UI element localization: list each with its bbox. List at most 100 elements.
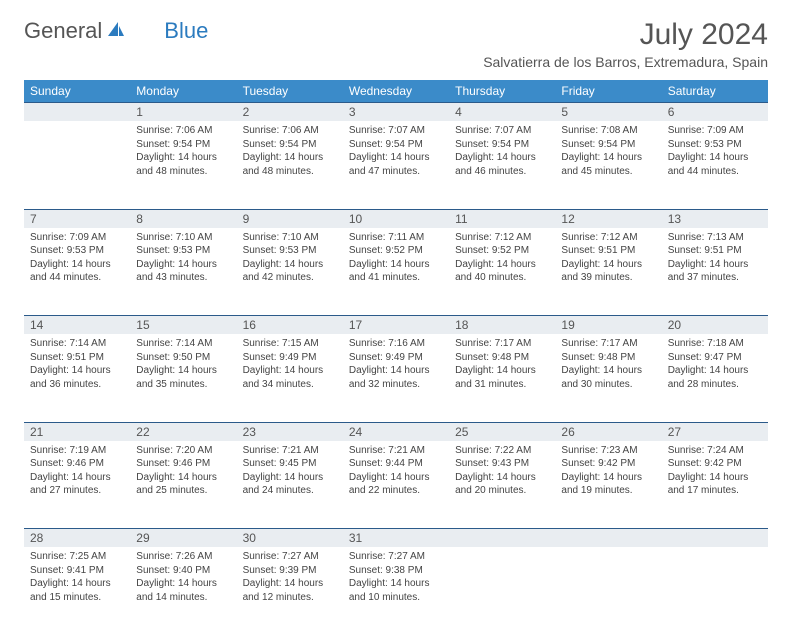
day-number: 6 bbox=[662, 103, 768, 122]
day-detail-line: Sunrise: 7:26 AM bbox=[136, 550, 230, 564]
day-detail-line: Sunrise: 7:27 AM bbox=[349, 550, 443, 564]
calendar-body: 123456Sunrise: 7:06 AMSunset: 9:54 PMDay… bbox=[24, 103, 768, 635]
day-cell: Sunrise: 7:07 AMSunset: 9:54 PMDaylight:… bbox=[343, 121, 449, 209]
day-details: Sunrise: 7:11 AMSunset: 9:52 PMDaylight:… bbox=[343, 228, 449, 291]
day-detail-line: Daylight: 14 hours bbox=[243, 151, 337, 165]
daynum-row: 21222324252627 bbox=[24, 422, 768, 441]
day-details: Sunrise: 7:17 AMSunset: 9:48 PMDaylight:… bbox=[555, 334, 661, 397]
day-cell: Sunrise: 7:09 AMSunset: 9:53 PMDaylight:… bbox=[662, 121, 768, 209]
day-detail-line: and 25 minutes. bbox=[136, 484, 230, 498]
day-detail-line: Sunrise: 7:10 AM bbox=[243, 231, 337, 245]
day-number bbox=[662, 529, 768, 548]
day-number: 23 bbox=[237, 422, 343, 441]
day-detail-line: and 44 minutes. bbox=[668, 165, 762, 179]
day-number: 30 bbox=[237, 529, 343, 548]
col-saturday: Saturday bbox=[662, 80, 768, 103]
day-detail-line: Sunset: 9:47 PM bbox=[668, 351, 762, 365]
day-number: 22 bbox=[130, 422, 236, 441]
day-detail-line: Daylight: 14 hours bbox=[136, 151, 230, 165]
day-details: Sunrise: 7:15 AMSunset: 9:49 PMDaylight:… bbox=[237, 334, 343, 397]
day-details: Sunrise: 7:19 AMSunset: 9:46 PMDaylight:… bbox=[24, 441, 130, 504]
day-details: Sunrise: 7:26 AMSunset: 9:40 PMDaylight:… bbox=[130, 547, 236, 610]
day-content-row: Sunrise: 7:14 AMSunset: 9:51 PMDaylight:… bbox=[24, 334, 768, 422]
day-detail-line: Sunrise: 7:22 AM bbox=[455, 444, 549, 458]
logo-sail-icon bbox=[106, 18, 126, 44]
day-cell: Sunrise: 7:16 AMSunset: 9:49 PMDaylight:… bbox=[343, 334, 449, 422]
day-detail-line: Sunset: 9:53 PM bbox=[136, 244, 230, 258]
day-number: 19 bbox=[555, 316, 661, 335]
day-detail-line: Daylight: 14 hours bbox=[561, 471, 655, 485]
day-details: Sunrise: 7:06 AMSunset: 9:54 PMDaylight:… bbox=[237, 121, 343, 184]
day-detail-line: Daylight: 14 hours bbox=[349, 364, 443, 378]
page-title: July 2024 bbox=[483, 18, 768, 52]
day-number: 14 bbox=[24, 316, 130, 335]
day-cell: Sunrise: 7:11 AMSunset: 9:52 PMDaylight:… bbox=[343, 228, 449, 316]
day-number: 24 bbox=[343, 422, 449, 441]
col-wednesday: Wednesday bbox=[343, 80, 449, 103]
day-detail-line: Daylight: 14 hours bbox=[30, 471, 124, 485]
day-content-row: Sunrise: 7:19 AMSunset: 9:46 PMDaylight:… bbox=[24, 441, 768, 529]
day-detail-line: Sunrise: 7:17 AM bbox=[561, 337, 655, 351]
day-detail-line: Sunrise: 7:27 AM bbox=[243, 550, 337, 564]
day-detail-line: Sunset: 9:40 PM bbox=[136, 564, 230, 578]
day-cell bbox=[555, 547, 661, 635]
day-detail-line: Sunrise: 7:17 AM bbox=[455, 337, 549, 351]
day-number: 7 bbox=[24, 209, 130, 228]
title-block: July 2024 Salvatierra de los Barros, Ext… bbox=[483, 18, 768, 70]
day-detail-line: and 14 minutes. bbox=[136, 591, 230, 605]
day-detail-line: and 20 minutes. bbox=[455, 484, 549, 498]
day-details: Sunrise: 7:20 AMSunset: 9:46 PMDaylight:… bbox=[130, 441, 236, 504]
day-detail-line: Sunrise: 7:08 AM bbox=[561, 124, 655, 138]
day-number: 11 bbox=[449, 209, 555, 228]
day-number: 25 bbox=[449, 422, 555, 441]
day-detail-line: Sunrise: 7:19 AM bbox=[30, 444, 124, 458]
day-number: 31 bbox=[343, 529, 449, 548]
day-detail-line: Sunset: 9:53 PM bbox=[30, 244, 124, 258]
day-cell: Sunrise: 7:25 AMSunset: 9:41 PMDaylight:… bbox=[24, 547, 130, 635]
day-detail-line: Sunset: 9:54 PM bbox=[136, 138, 230, 152]
daynum-row: 14151617181920 bbox=[24, 316, 768, 335]
day-number: 18 bbox=[449, 316, 555, 335]
day-cell: Sunrise: 7:08 AMSunset: 9:54 PMDaylight:… bbox=[555, 121, 661, 209]
day-cell: Sunrise: 7:10 AMSunset: 9:53 PMDaylight:… bbox=[237, 228, 343, 316]
day-details: Sunrise: 7:21 AMSunset: 9:44 PMDaylight:… bbox=[343, 441, 449, 504]
day-detail-line: and 34 minutes. bbox=[243, 378, 337, 392]
day-detail-line: Sunrise: 7:24 AM bbox=[668, 444, 762, 458]
day-detail-line: and 31 minutes. bbox=[455, 378, 549, 392]
day-cell: Sunrise: 7:19 AMSunset: 9:46 PMDaylight:… bbox=[24, 441, 130, 529]
day-detail-line: and 48 minutes. bbox=[136, 165, 230, 179]
day-number: 17 bbox=[343, 316, 449, 335]
day-cell: Sunrise: 7:27 AMSunset: 9:39 PMDaylight:… bbox=[237, 547, 343, 635]
day-detail-line: Sunset: 9:51 PM bbox=[668, 244, 762, 258]
day-cell: Sunrise: 7:06 AMSunset: 9:54 PMDaylight:… bbox=[237, 121, 343, 209]
day-detail-line: Sunset: 9:52 PM bbox=[349, 244, 443, 258]
day-detail-line: Sunrise: 7:09 AM bbox=[30, 231, 124, 245]
day-detail-line: Daylight: 14 hours bbox=[455, 364, 549, 378]
day-detail-line: Daylight: 14 hours bbox=[243, 364, 337, 378]
day-detail-line: Daylight: 14 hours bbox=[455, 151, 549, 165]
day-details: Sunrise: 7:16 AMSunset: 9:49 PMDaylight:… bbox=[343, 334, 449, 397]
day-details: Sunrise: 7:22 AMSunset: 9:43 PMDaylight:… bbox=[449, 441, 555, 504]
day-number: 12 bbox=[555, 209, 661, 228]
day-number bbox=[555, 529, 661, 548]
day-detail-line: and 48 minutes. bbox=[243, 165, 337, 179]
day-number: 2 bbox=[237, 103, 343, 122]
day-detail-line: Daylight: 14 hours bbox=[349, 151, 443, 165]
day-cell: Sunrise: 7:12 AMSunset: 9:52 PMDaylight:… bbox=[449, 228, 555, 316]
day-detail-line: Sunset: 9:48 PM bbox=[561, 351, 655, 365]
day-detail-line: Sunset: 9:45 PM bbox=[243, 457, 337, 471]
day-cell: Sunrise: 7:07 AMSunset: 9:54 PMDaylight:… bbox=[449, 121, 555, 209]
day-detail-line: and 37 minutes. bbox=[668, 271, 762, 285]
day-detail-line: and 17 minutes. bbox=[668, 484, 762, 498]
day-detail-line: Daylight: 14 hours bbox=[561, 364, 655, 378]
day-details: Sunrise: 7:08 AMSunset: 9:54 PMDaylight:… bbox=[555, 121, 661, 184]
day-detail-line: and 27 minutes. bbox=[30, 484, 124, 498]
day-details: Sunrise: 7:27 AMSunset: 9:39 PMDaylight:… bbox=[237, 547, 343, 610]
day-cell: Sunrise: 7:14 AMSunset: 9:50 PMDaylight:… bbox=[130, 334, 236, 422]
day-details: Sunrise: 7:14 AMSunset: 9:50 PMDaylight:… bbox=[130, 334, 236, 397]
day-detail-line: and 41 minutes. bbox=[349, 271, 443, 285]
weekday-header-row: Sunday Monday Tuesday Wednesday Thursday… bbox=[24, 80, 768, 103]
day-content-row: Sunrise: 7:06 AMSunset: 9:54 PMDaylight:… bbox=[24, 121, 768, 209]
day-details: Sunrise: 7:07 AMSunset: 9:54 PMDaylight:… bbox=[449, 121, 555, 184]
daynum-row: 123456 bbox=[24, 103, 768, 122]
